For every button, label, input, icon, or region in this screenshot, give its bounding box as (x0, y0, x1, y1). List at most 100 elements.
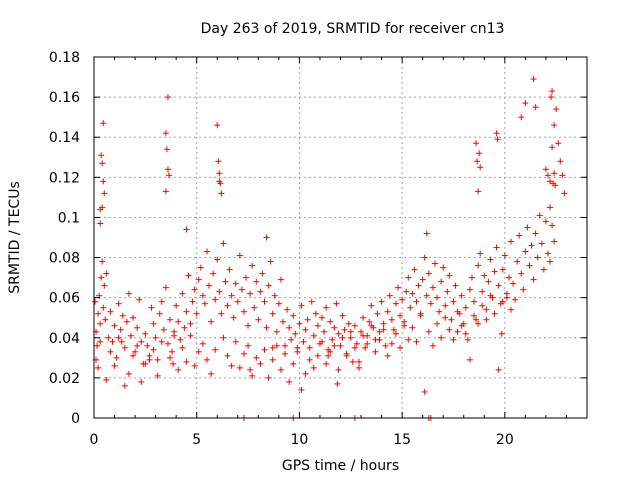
data-point (300, 338, 307, 345)
data-point (132, 348, 139, 355)
data-point (343, 350, 350, 357)
data-point (203, 248, 210, 255)
data-point (376, 328, 383, 335)
data-point (493, 130, 500, 137)
data-point (452, 282, 459, 289)
data-point (498, 330, 505, 337)
data-point (304, 316, 311, 323)
data-point (197, 264, 204, 271)
data-point (555, 140, 562, 147)
data-point (499, 266, 506, 273)
data-point (314, 352, 321, 359)
data-point (123, 318, 130, 325)
data-point (495, 366, 502, 373)
data-point (215, 158, 222, 165)
x-tick-label: 10 (291, 432, 309, 448)
data-point (224, 302, 231, 309)
data-point (103, 376, 110, 383)
data-point (220, 240, 227, 247)
data-point (549, 144, 556, 151)
data-point (516, 232, 523, 239)
data-point (261, 298, 268, 305)
data-point (442, 302, 449, 309)
data-point (214, 122, 221, 129)
data-point (216, 288, 223, 295)
data-point (257, 360, 264, 367)
data-point (507, 306, 514, 313)
data-point (111, 322, 118, 329)
data-point (366, 318, 373, 325)
data-point (95, 310, 102, 317)
data-point (530, 276, 537, 283)
data-point (130, 352, 137, 359)
data-point (474, 158, 481, 165)
data-point (253, 278, 260, 285)
data-point (415, 282, 422, 289)
data-point (273, 328, 280, 335)
data-point (98, 274, 105, 281)
data-point (154, 356, 161, 363)
data-point (236, 252, 243, 259)
data-point (247, 366, 254, 373)
data-point (392, 330, 399, 337)
data-point (493, 244, 500, 251)
data-point (538, 240, 545, 247)
data-point (203, 356, 210, 363)
data-point (473, 316, 480, 323)
data-point (323, 304, 330, 311)
data-point (405, 274, 412, 281)
data-point (364, 340, 371, 347)
data-point (181, 324, 188, 331)
data-point (99, 258, 106, 265)
chart-title: Day 263 of 2019, SRMTID for receiver cn1… (201, 21, 505, 37)
data-point (257, 288, 264, 295)
data-point (249, 262, 256, 269)
data-point (514, 258, 521, 265)
data-point (191, 286, 198, 293)
data-point (286, 378, 293, 385)
data-point (113, 354, 120, 361)
data-point (269, 344, 276, 351)
data-point (195, 348, 202, 355)
data-point (534, 254, 541, 261)
data-point (195, 276, 202, 283)
data-point (388, 316, 395, 323)
data-point (251, 304, 258, 311)
data-point (226, 266, 233, 273)
data-point (240, 308, 247, 315)
data-point (294, 344, 301, 351)
data-point (491, 310, 498, 317)
data-point (347, 328, 354, 335)
data-point (429, 342, 436, 349)
data-point (167, 354, 174, 361)
data-point (97, 220, 104, 227)
data-point (544, 250, 551, 257)
data-point (487, 292, 494, 299)
data-point (462, 304, 469, 311)
data-point (403, 288, 410, 295)
data-point (269, 310, 276, 317)
data-point (477, 164, 484, 171)
data-point (102, 316, 109, 323)
data-point (510, 280, 517, 287)
data-point (505, 274, 512, 281)
y-axis-title: SRMTID / TECUs (7, 181, 23, 294)
data-point (286, 324, 293, 331)
data-point (495, 282, 502, 289)
data-point (277, 276, 284, 283)
data-point (263, 234, 270, 241)
data-point (97, 338, 104, 345)
data-point (271, 292, 278, 299)
data-point (355, 358, 362, 365)
data-point (507, 238, 514, 245)
data-point (331, 342, 338, 349)
data-point (503, 294, 510, 301)
data-point (479, 302, 486, 309)
data-point (466, 286, 473, 293)
data-point (425, 328, 432, 335)
data-point (179, 344, 186, 351)
data-point (265, 282, 272, 289)
data-point (130, 314, 137, 321)
data-point (559, 172, 566, 179)
